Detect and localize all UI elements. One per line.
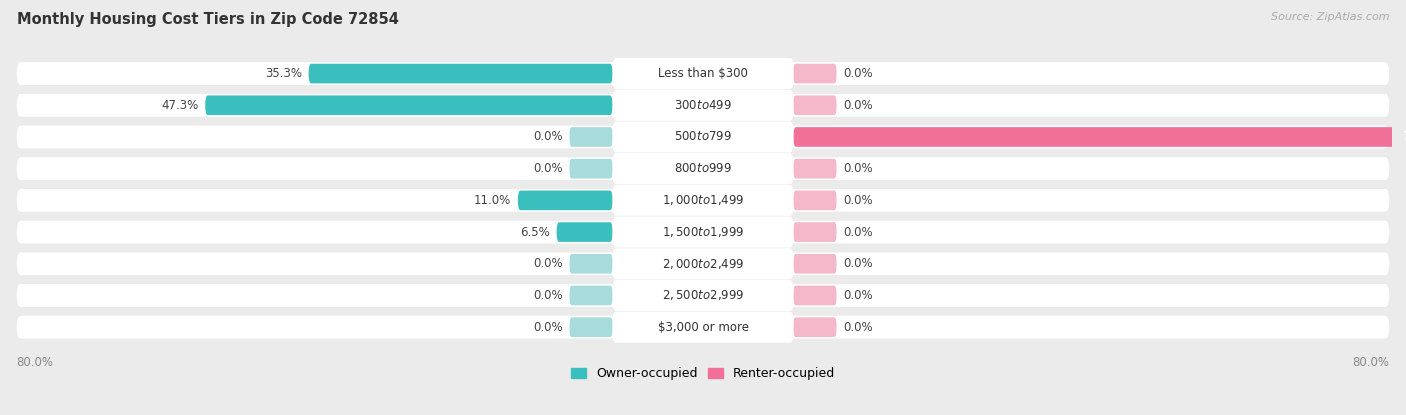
Text: 0.0%: 0.0% xyxy=(844,99,873,112)
Text: 0.0%: 0.0% xyxy=(844,67,873,80)
FancyBboxPatch shape xyxy=(613,312,793,343)
FancyBboxPatch shape xyxy=(17,126,1389,149)
FancyBboxPatch shape xyxy=(613,122,793,152)
Text: 35.3%: 35.3% xyxy=(264,67,302,80)
Text: 0.0%: 0.0% xyxy=(844,257,873,270)
FancyBboxPatch shape xyxy=(793,317,837,337)
FancyBboxPatch shape xyxy=(613,58,793,89)
FancyBboxPatch shape xyxy=(613,90,793,121)
FancyBboxPatch shape xyxy=(569,286,613,305)
Text: $800 to $999: $800 to $999 xyxy=(673,162,733,175)
Text: $500 to $799: $500 to $799 xyxy=(673,130,733,144)
FancyBboxPatch shape xyxy=(517,190,613,210)
FancyBboxPatch shape xyxy=(569,159,613,178)
FancyBboxPatch shape xyxy=(17,157,1389,180)
FancyBboxPatch shape xyxy=(613,280,793,311)
FancyBboxPatch shape xyxy=(308,64,613,83)
FancyBboxPatch shape xyxy=(17,94,1389,117)
FancyBboxPatch shape xyxy=(613,153,793,184)
FancyBboxPatch shape xyxy=(793,127,1406,147)
Text: 0.0%: 0.0% xyxy=(533,321,562,334)
Text: Source: ZipAtlas.com: Source: ZipAtlas.com xyxy=(1271,12,1389,22)
FancyBboxPatch shape xyxy=(613,248,793,279)
Text: $300 to $499: $300 to $499 xyxy=(673,99,733,112)
Text: Less than $300: Less than $300 xyxy=(658,67,748,80)
Text: 0.0%: 0.0% xyxy=(844,289,873,302)
FancyBboxPatch shape xyxy=(17,316,1389,339)
FancyBboxPatch shape xyxy=(557,222,613,242)
FancyBboxPatch shape xyxy=(793,286,837,305)
Text: 80.0%: 80.0% xyxy=(17,356,53,369)
Text: 6.5%: 6.5% xyxy=(520,226,550,239)
Text: Monthly Housing Cost Tiers in Zip Code 72854: Monthly Housing Cost Tiers in Zip Code 7… xyxy=(17,12,399,27)
FancyBboxPatch shape xyxy=(613,185,793,216)
Text: 76.3%: 76.3% xyxy=(1403,130,1406,144)
Text: $3,000 or more: $3,000 or more xyxy=(658,321,748,334)
Text: 0.0%: 0.0% xyxy=(533,162,562,175)
Text: $1,000 to $1,499: $1,000 to $1,499 xyxy=(662,193,744,208)
Text: 0.0%: 0.0% xyxy=(844,226,873,239)
FancyBboxPatch shape xyxy=(793,64,837,83)
Text: 0.0%: 0.0% xyxy=(533,130,562,144)
FancyBboxPatch shape xyxy=(17,189,1389,212)
FancyBboxPatch shape xyxy=(793,159,837,178)
FancyBboxPatch shape xyxy=(793,254,837,273)
Text: 0.0%: 0.0% xyxy=(844,321,873,334)
FancyBboxPatch shape xyxy=(17,284,1389,307)
Text: 0.0%: 0.0% xyxy=(533,257,562,270)
Text: $1,500 to $1,999: $1,500 to $1,999 xyxy=(662,225,744,239)
Text: 80.0%: 80.0% xyxy=(1353,356,1389,369)
FancyBboxPatch shape xyxy=(17,62,1389,85)
Text: 11.0%: 11.0% xyxy=(474,194,510,207)
FancyBboxPatch shape xyxy=(205,95,613,115)
FancyBboxPatch shape xyxy=(793,95,837,115)
FancyBboxPatch shape xyxy=(793,222,837,242)
FancyBboxPatch shape xyxy=(569,254,613,273)
Text: 0.0%: 0.0% xyxy=(533,289,562,302)
Text: $2,000 to $2,499: $2,000 to $2,499 xyxy=(662,257,744,271)
Text: 47.3%: 47.3% xyxy=(162,99,198,112)
FancyBboxPatch shape xyxy=(793,190,837,210)
Text: 0.0%: 0.0% xyxy=(844,194,873,207)
Legend: Owner-occupied, Renter-occupied: Owner-occupied, Renter-occupied xyxy=(568,364,838,384)
FancyBboxPatch shape xyxy=(569,317,613,337)
FancyBboxPatch shape xyxy=(17,252,1389,275)
FancyBboxPatch shape xyxy=(613,217,793,248)
FancyBboxPatch shape xyxy=(569,127,613,147)
FancyBboxPatch shape xyxy=(17,221,1389,244)
Text: $2,500 to $2,999: $2,500 to $2,999 xyxy=(662,288,744,303)
Text: 0.0%: 0.0% xyxy=(844,162,873,175)
